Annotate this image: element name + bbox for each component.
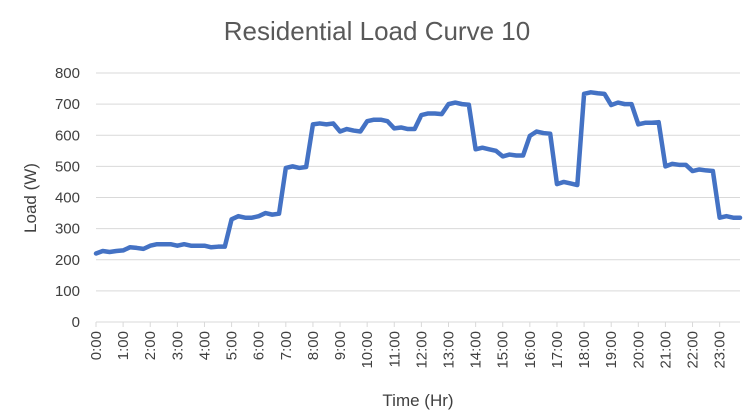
x-tick-label: 11:00: [386, 331, 403, 367]
x-tick-label: 19:00: [603, 331, 620, 369]
x-tick-label: 16:00: [522, 331, 539, 369]
x-tick-label: 18:00: [576, 331, 593, 369]
x-tick-labels: 0:00 1:00 2:00 3:00 4:00 5:00 6:00 7:00 8:00 9:00…: [88, 331, 729, 369]
x-tick-label: 9:00: [332, 331, 349, 360]
x-tick-label: 14:00: [468, 331, 485, 369]
axes: [95, 321, 740, 327]
x-tick-label: 10:00: [359, 331, 376, 369]
x-axis-title: Time (Hr): [382, 391, 453, 410]
x-tick-label: 6:00: [251, 331, 268, 360]
x-tick-label: 22:00: [685, 331, 702, 369]
y-tick-label: 0: [72, 314, 80, 331]
x-tick-label: 23:00: [712, 331, 729, 369]
y-tick-label: 700: [55, 96, 80, 113]
y-tick-label: 200: [55, 252, 80, 269]
x-tick-label: 7:00: [278, 331, 295, 360]
x-tick-label: 15:00: [495, 331, 512, 369]
y-tick-label: 800: [55, 65, 80, 82]
x-tick-label: 5:00: [224, 331, 241, 360]
x-tick-label: 12:00: [413, 331, 430, 369]
x-tick-label: 20:00: [630, 331, 647, 369]
x-tick-label: 1:00: [115, 331, 132, 360]
series-line-load: [93, 90, 743, 256]
x-tick-label: 2:00: [142, 331, 159, 360]
y-axis-title: Load (W): [21, 163, 40, 233]
x-tick-label: 13:00: [441, 331, 458, 369]
y-tick-label: 400: [55, 190, 80, 207]
series: [93, 90, 743, 256]
y-tick-labels: 0 100 200 300 400 500 600 700 800: [55, 65, 80, 331]
chart-title: Residential Load Curve 10: [224, 16, 530, 46]
gridlines: [96, 72, 740, 292]
x-tick-label: 0:00: [88, 331, 105, 360]
x-tick-label: 17:00: [549, 331, 566, 369]
y-tick-label: 100: [55, 283, 80, 300]
y-tick-label: 300: [55, 221, 80, 238]
x-tick-label: 21:00: [657, 331, 674, 369]
x-tick-label: 3:00: [169, 331, 186, 360]
y-tick-label: 600: [55, 127, 80, 144]
x-tick-label: 4:00: [196, 331, 213, 360]
x-tick-label: 8:00: [305, 331, 322, 360]
y-tick-label: 500: [55, 158, 80, 175]
